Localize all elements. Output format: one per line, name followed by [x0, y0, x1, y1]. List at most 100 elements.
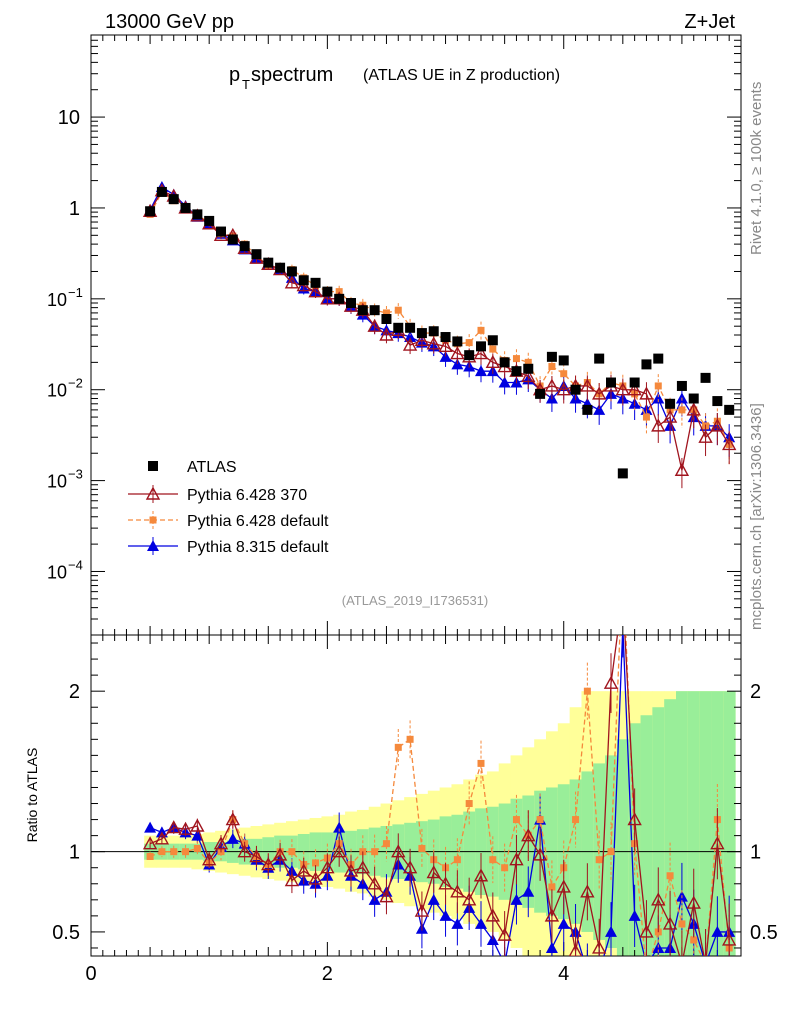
atlas-point	[192, 209, 203, 220]
series-atlas	[145, 186, 735, 479]
y-tick-label: 10	[47, 472, 67, 492]
ratio-point	[686, 895, 701, 909]
legend-marker	[148, 461, 158, 471]
y-tick-label: 10	[47, 290, 67, 310]
atlas-point	[665, 398, 676, 409]
legend-label: Pythia 6.428 370	[187, 487, 307, 504]
ratio-point	[343, 863, 359, 877]
ratio-point	[462, 892, 477, 906]
ratio-point	[450, 884, 465, 898]
ratio-y-tick-label-left: 2	[69, 681, 80, 703]
legend-item-data: ATLAS	[148, 459, 237, 476]
ratio-point	[557, 917, 570, 929]
data-point	[652, 392, 665, 404]
atlas-point	[535, 388, 546, 399]
band-green	[687, 691, 701, 956]
ratio-y-tick-label-left: 1	[69, 842, 80, 864]
y-tick-exponent: −4	[68, 557, 83, 572]
ratio-point	[605, 925, 617, 937]
ratio-point	[182, 848, 190, 856]
ratio-point	[249, 849, 264, 863]
ratio-point	[261, 857, 276, 871]
ratio-point	[556, 879, 571, 893]
atlas-point	[251, 249, 262, 260]
ratio-point	[678, 920, 686, 928]
ratio-point	[639, 924, 654, 938]
atlas-point	[476, 341, 486, 352]
data-point	[426, 336, 441, 350]
ratio-point	[284, 873, 300, 887]
atlas-point	[227, 234, 238, 245]
ratio-point	[499, 958, 511, 969]
data-point	[686, 402, 701, 416]
legend-marker	[145, 486, 161, 500]
atlas-point	[641, 359, 652, 370]
ratio-point	[662, 916, 678, 930]
ratio-point	[666, 872, 674, 880]
band-green	[699, 691, 712, 956]
data-point	[722, 436, 737, 451]
atlas-point	[322, 286, 333, 297]
atlas-point	[594, 353, 605, 364]
legend-label: Pythia 6.428 default	[187, 513, 329, 530]
data-point	[556, 382, 571, 396]
ratio-point	[607, 848, 615, 856]
data-point	[544, 378, 560, 392]
ratio-point	[451, 917, 464, 929]
atlas-point	[145, 206, 156, 217]
atlas-point	[688, 393, 699, 404]
ratio-point	[465, 800, 473, 808]
legend-label: Pythia 8.315 default	[187, 539, 329, 556]
ratio-point	[510, 893, 523, 905]
ratio-point	[191, 829, 204, 841]
ratio-point	[213, 836, 229, 850]
main-series-layer	[142, 181, 737, 489]
data-point	[284, 275, 300, 289]
ratio-ylabel: Ratio to ATLAS	[24, 748, 40, 843]
ratio-point	[202, 852, 217, 866]
ratio-y-tick-label-left: 0.5	[52, 922, 80, 944]
ratio-point	[544, 908, 560, 922]
data-point	[580, 378, 595, 392]
atlas-point	[487, 335, 498, 346]
ratio-point	[426, 865, 441, 879]
y-tick-label: 10	[47, 381, 67, 401]
data-point	[698, 429, 713, 443]
ratio-point	[485, 908, 500, 922]
ratio-y-tick-label-right: 2	[750, 681, 761, 703]
title-spectrum: spectrum	[251, 64, 333, 86]
title-paren: (ATLAS UE in Z production)	[363, 67, 560, 84]
data-point	[367, 318, 382, 332]
atlas-point	[286, 266, 297, 277]
atlas-point	[428, 326, 439, 337]
ratio-point	[568, 943, 583, 956]
atlas-point	[216, 226, 226, 237]
atlas-point	[357, 305, 368, 316]
atlas-point	[653, 353, 664, 364]
mcplots-label: mcplots.cern.ch [arXiv:1306.3436]	[748, 403, 765, 630]
ratio-point	[690, 936, 698, 944]
legend: ATLAS Pythia 6.428 370 Pythia 6.428 defaul…	[128, 459, 329, 556]
band-green	[640, 715, 653, 956]
data-point	[465, 339, 473, 347]
ratio-point	[700, 958, 712, 969]
data-point	[473, 346, 489, 360]
ratio-point	[477, 759, 485, 767]
ratio-point	[711, 925, 724, 937]
x-tick-label: 2	[322, 963, 333, 985]
data-point	[320, 291, 335, 305]
atlas-point	[369, 305, 380, 316]
atlas-point	[298, 275, 309, 286]
series-p370	[142, 183, 737, 489]
ratio-point	[332, 844, 347, 858]
band-green	[676, 691, 689, 956]
ratio-point	[651, 892, 666, 906]
ratio-point	[414, 903, 430, 917]
data-point	[489, 345, 497, 353]
ratio-point	[296, 863, 311, 877]
data-point	[627, 382, 642, 396]
ratio-point	[545, 941, 558, 953]
data-point	[450, 346, 465, 360]
series-line	[149, 190, 730, 445]
